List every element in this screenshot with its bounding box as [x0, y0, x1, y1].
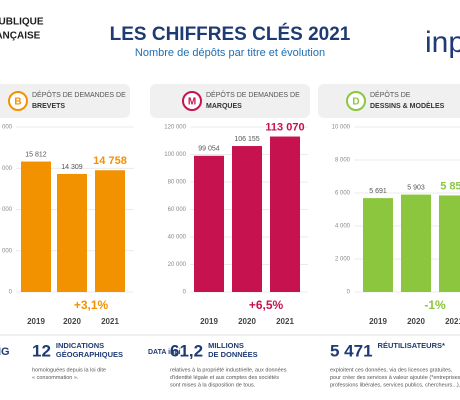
y-tick-label: 0: [9, 290, 13, 296]
x-tick-label: 2019: [27, 317, 45, 326]
footer-text: pour créer des services à valeur ajoutée…: [330, 375, 460, 381]
footer-label: RÉUTILISATEURS*: [378, 341, 445, 350]
subtitle: Nombre de dépôts par titre et évolution: [135, 47, 325, 59]
panel-title-bold: BREVETS: [32, 103, 65, 110]
footer-label: MILLIONS: [208, 341, 244, 350]
x-tick-label: 2020: [238, 317, 256, 326]
badge: [8, 91, 28, 111]
value-label: 5 853: [440, 180, 460, 192]
bar: [194, 155, 224, 292]
footer-number: 5 471: [330, 341, 373, 360]
panel-title-bold: DESSINS & MODÈLES: [370, 101, 445, 110]
y-tick-label: 80 000: [168, 180, 187, 186]
y-tick-label: 10 000: [332, 125, 351, 131]
footer-text: d'identité légale et aux comptes des soc…: [170, 375, 279, 381]
y-tick-label: 100 000: [164, 152, 186, 158]
y-tick-label: 0: [347, 290, 351, 296]
title: LES CHIFFRES CLÉS 2021: [110, 23, 351, 45]
footer-text: « consommation ».: [32, 375, 79, 381]
y-tick-label: 8 000: [335, 158, 351, 164]
bar: [270, 136, 300, 292]
footer-label: GÉOGRAPHIQUES: [56, 350, 123, 359]
value-label: 5 691: [369, 188, 387, 195]
bar: [363, 198, 393, 292]
panel-header: [0, 84, 130, 118]
footer-text: sont mises à la disposition de tous.: [170, 382, 256, 388]
y-tick-label: 15 000: [0, 166, 13, 172]
badge: [182, 91, 202, 111]
change-label: -1%: [424, 298, 446, 312]
y-tick-label: 20 000: [0, 125, 13, 131]
footer-logo: DATA inpi: [148, 349, 181, 356]
x-tick-label: 2021: [445, 317, 460, 326]
footer-number: 12: [32, 341, 51, 360]
footer-label: INDICATIONS: [56, 341, 104, 350]
change-box: [242, 296, 290, 314]
change-label: +3,1%: [74, 298, 109, 312]
y-tick-label: 0: [183, 290, 187, 296]
bar: [21, 161, 51, 292]
value-label: 14 309: [61, 164, 83, 171]
panel-header: [318, 84, 460, 118]
footer-text: professions libérales, services publics,…: [330, 382, 460, 388]
x-tick-label: 2019: [200, 317, 218, 326]
y-tick-label: 10 000: [0, 207, 13, 213]
panel-title-bold: MARQUES: [206, 103, 242, 110]
change-label: +6,5%: [249, 298, 284, 312]
x-tick-label: 2020: [63, 317, 81, 326]
bar: [232, 146, 262, 292]
change-box: [67, 296, 115, 314]
y-tick-label: 60 000: [168, 207, 187, 213]
bar: [57, 173, 87, 292]
value-label: 15 812: [25, 151, 47, 158]
panel-title: DÉPÔTS DE: [370, 90, 411, 99]
footer-text: relatives à la propriété industrielle, a…: [170, 367, 287, 373]
value-label: 106 155: [234, 136, 259, 143]
y-tick-label: 2 000: [335, 257, 351, 263]
footer-text: exploitent ces données, via des licences…: [330, 367, 453, 373]
footer-number: 61,2: [170, 341, 203, 360]
bar: [401, 194, 431, 292]
y-tick-label: 120 000: [164, 125, 186, 131]
republic-line: RÉPUBLIQUE: [0, 15, 44, 28]
panel-title: DÉPÔTS DE DEMANDES DE: [32, 90, 126, 99]
x-tick-label: 2020: [407, 317, 425, 326]
republic-line: FRANÇAISE: [0, 31, 41, 42]
y-tick-label: 20 000: [168, 262, 187, 268]
panel-header: [150, 84, 310, 118]
bar: [95, 170, 125, 292]
badge-letter: B: [14, 97, 21, 108]
footer-label: DE DONNÉES: [208, 350, 258, 359]
y-tick-label: 40 000: [168, 235, 187, 241]
badge-letter: D: [352, 97, 359, 108]
badge-letter: M: [188, 97, 196, 108]
logo: inpi: [425, 26, 460, 59]
value-label: 5 903: [407, 184, 425, 191]
x-tick-label: 2019: [369, 317, 387, 326]
x-tick-label: 2021: [276, 317, 294, 326]
panel-title: DÉPÔTS DE DEMANDES DE: [206, 90, 300, 99]
change-box: [411, 296, 459, 314]
footer-text: homologuées depuis la loi dite: [32, 367, 106, 373]
y-tick-label: 6 000: [335, 191, 351, 197]
bar: [439, 195, 460, 292]
footer-logo: IG: [0, 346, 10, 358]
badge: [346, 91, 366, 111]
value-label: 113 070: [265, 121, 304, 133]
y-tick-label: 4 000: [335, 224, 351, 230]
y-tick-label: 5 000: [0, 248, 13, 254]
value-label: 99 054: [198, 146, 220, 153]
value-label: 14 758: [93, 155, 127, 167]
x-tick-label: 2021: [101, 317, 119, 326]
